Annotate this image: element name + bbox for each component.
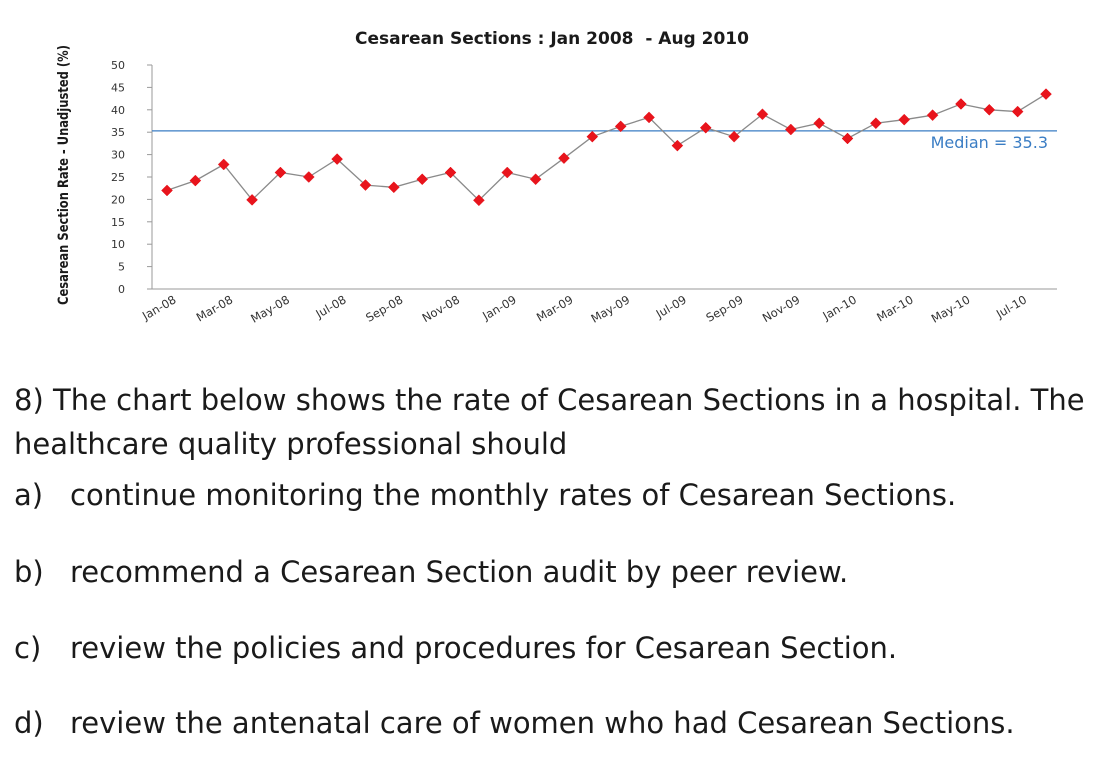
x-tick-label: Jul-09	[653, 292, 689, 321]
data-point	[444, 166, 457, 179]
data-point	[1040, 88, 1052, 100]
x-tick-label: Nov-09	[760, 292, 802, 325]
data-point	[331, 153, 343, 165]
median-label: Median = 35.3	[931, 133, 1048, 152]
data-point	[983, 103, 996, 116]
y-tick-label: 5	[118, 261, 125, 274]
data-point	[728, 130, 740, 143]
data-point	[813, 117, 826, 130]
data-point	[217, 158, 230, 171]
series-group	[161, 88, 1052, 207]
chart-title: Cesarean Sections : Jan 2008 - Aug 2010	[355, 29, 749, 49]
data-point	[643, 111, 655, 124]
x-tick-label: Sep-08	[363, 292, 405, 324]
x-axis-ticks: Jan-08 Mar-08 May-08 Jul-08 Sep-08 Nov-08 Jan-…	[139, 292, 1029, 325]
data-point	[189, 174, 202, 187]
y-tick-label: 10	[111, 238, 125, 251]
option-d-text: review the antenatal care of women who h…	[70, 706, 1015, 740]
y-axis-label: Cesarean Section Rate - Unadjusted (%)	[56, 45, 72, 305]
data-point	[274, 166, 287, 179]
option-a-text: continue monitoring the monthly rates of…	[70, 478, 957, 512]
data-point	[870, 117, 882, 130]
y-tick-label: 45	[111, 81, 125, 94]
x-tick-label: Mar-09	[534, 292, 575, 324]
data-point	[1011, 105, 1024, 118]
option-c-letter: c)	[14, 631, 42, 665]
data-point	[387, 181, 400, 194]
data-point	[161, 184, 173, 197]
question-block: 8) The chart below shows the rate of Ces…	[14, 378, 1094, 466]
data-point	[955, 98, 967, 110]
data-point	[756, 108, 769, 121]
option-a[interactable]: a) continue monitoring the monthly rates …	[14, 478, 956, 512]
y-tick-label: 20	[111, 193, 125, 206]
y-tick-label: 30	[111, 149, 125, 162]
data-point	[416, 173, 429, 186]
x-tick-label: Mar-10	[874, 292, 915, 324]
median-group: Median = 35.3	[152, 130, 1057, 152]
data-point	[898, 113, 911, 126]
option-a-letter: a)	[14, 478, 44, 512]
axes	[151, 65, 1057, 290]
y-tick-label: 35	[111, 126, 125, 139]
data-point	[586, 130, 599, 143]
data-point	[699, 121, 712, 134]
x-tick-label: May-09	[588, 292, 632, 325]
y-tick-label: 0	[118, 283, 125, 296]
y-tick-label: 15	[111, 216, 125, 229]
option-b-text: recommend a Cesarean Section audit by pe…	[70, 555, 849, 589]
data-point	[614, 120, 627, 133]
x-tick-label: Jan-08	[139, 292, 178, 323]
x-tick-label: Jul-08	[312, 292, 348, 321]
data-point	[671, 139, 684, 152]
question-stem: 8) The chart below shows the rate of Ces…	[14, 383, 1085, 461]
y-tick-label: 40	[111, 104, 125, 117]
data-point	[529, 173, 542, 186]
x-tick-label: Jul-10	[993, 292, 1029, 321]
x-tick-label: Sep-09	[704, 292, 746, 324]
option-c-text: review the policies and procedures for C…	[70, 631, 898, 665]
option-c[interactable]: c) review the policies and procedures for…	[14, 631, 897, 665]
cesarean-rate-chart: Cesarean Sections : Jan 2008 - Aug 2010 …	[56, 29, 1057, 326]
data-point	[473, 194, 485, 207]
x-tick-label: Jan-09	[479, 292, 518, 323]
data-point	[302, 171, 315, 183]
x-tick-label: May-08	[248, 292, 292, 325]
data-point	[246, 193, 258, 206]
x-tick-label: May-10	[929, 292, 973, 325]
y-tick-label: 25	[111, 171, 125, 184]
data-point	[841, 132, 854, 145]
x-tick-label: Jan-10	[820, 292, 859, 323]
x-tick-label: Nov-08	[420, 292, 462, 325]
y-tick-label: 50	[111, 59, 125, 72]
option-b-letter: b)	[14, 555, 44, 589]
data-point	[558, 152, 570, 165]
option-d-letter: d)	[14, 706, 44, 740]
option-d[interactable]: d) review the antenatal care of women who…	[14, 706, 1015, 740]
data-point	[501, 166, 514, 179]
y-axis-ticks: 0 5 10 15 20 25 30 35 40 45 50	[111, 59, 152, 296]
x-tick-label: Mar-08	[194, 292, 235, 324]
data-point	[359, 179, 372, 191]
data-point	[784, 123, 797, 136]
option-b[interactable]: b) recommend a Cesarean Section audit by …	[14, 555, 848, 589]
series-line	[166, 93, 1047, 202]
data-point	[926, 109, 939, 122]
